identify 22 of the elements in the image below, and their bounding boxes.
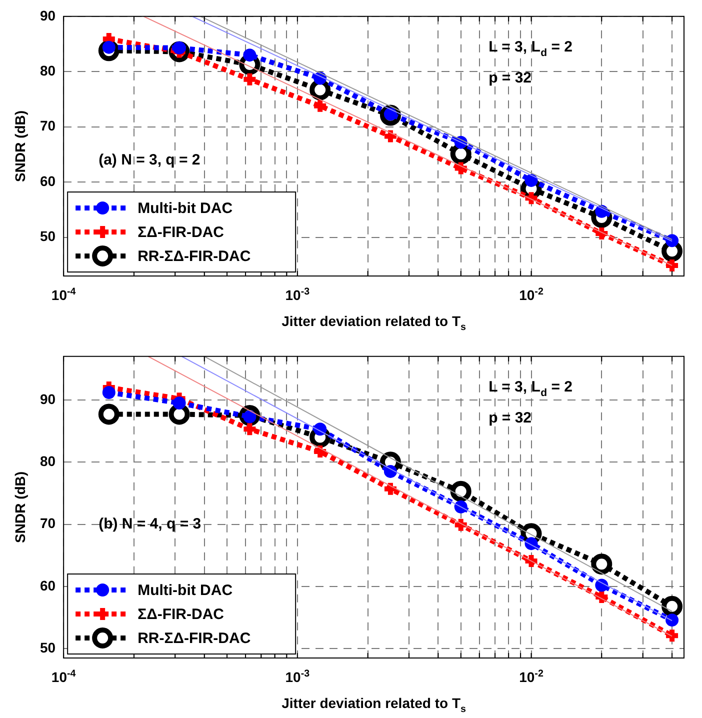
annotation: p = 32 (488, 409, 532, 426)
y-tick-label: 50 (40, 228, 56, 244)
legend-label: ΣΔ-FIR-DAC (138, 606, 224, 624)
y-tick-label: 70 (40, 515, 56, 532)
y-tick-label: 90 (40, 390, 56, 407)
legend-label: ΣΔ-FIR-DAC (138, 224, 224, 242)
y-tick-label: 90 (40, 7, 56, 24)
y-axis-title: SNDR (dB) (12, 110, 28, 182)
y-tick-label: 50 (40, 640, 56, 656)
legend-label: Multi-bit DAC (138, 200, 233, 218)
y-tick-label: 70 (40, 118, 56, 134)
y-tick-label: 60 (40, 172, 56, 189)
y-tick-label: 80 (40, 62, 56, 78)
legend-label: Multi-bit DAC (138, 582, 233, 600)
y-tick-label: 60 (40, 577, 56, 594)
y-tick-label: 80 (40, 452, 56, 469)
annotation: p = 32 (488, 69, 532, 86)
legend-label: RR-ΣΔ-FIR-DAC (138, 630, 251, 648)
annotation: (b) N = 4, q = 3 (98, 515, 202, 532)
legend-label: RR-ΣΔ-FIR-DAC (138, 248, 251, 266)
annotation: (a) N = 3, q = 2 (98, 151, 200, 168)
y-axis-title: SNDR (dB) (12, 471, 28, 543)
